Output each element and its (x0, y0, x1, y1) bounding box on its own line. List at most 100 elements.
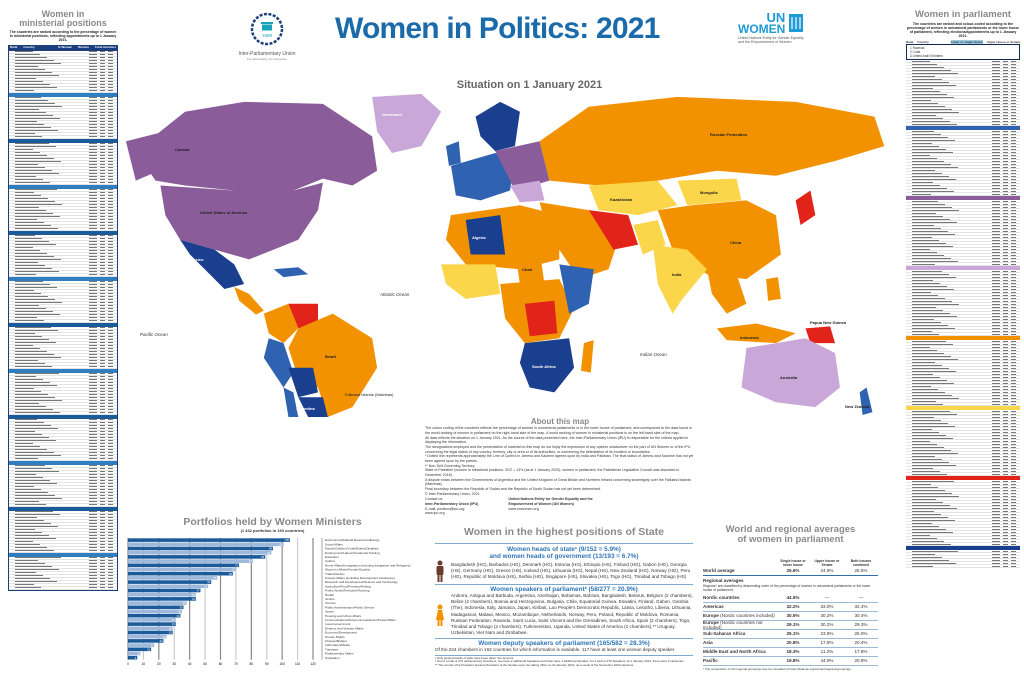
table-row (906, 443, 1020, 447)
table-row (9, 270, 117, 274)
map-label-mongolia: Mongolia (700, 190, 718, 195)
value: 20.9% (854, 658, 868, 664)
table-row (9, 436, 117, 440)
table-row (906, 209, 1020, 213)
table-divider (906, 336, 1020, 341)
row-name: World average (703, 568, 735, 574)
table-divider (906, 126, 1020, 131)
table-row (906, 154, 1020, 158)
table-row (906, 163, 1020, 167)
table-row (9, 160, 117, 164)
map-label-png: Papua New Guinea (810, 320, 847, 325)
bar (128, 651, 141, 656)
top-rows: 1 Rwanda 2 Cuba 3 United Arab Emirates (906, 44, 1020, 61)
ipu-email[interactable]: E-mail: postbox@ipu.org (425, 506, 465, 511)
bar (128, 647, 152, 652)
bar (128, 639, 164, 643)
table-row (9, 117, 117, 121)
bar-value-label: 29 (169, 631, 172, 635)
about-notes: * Dotted line represents approximately t… (425, 454, 695, 496)
table-row (9, 191, 117, 195)
table-divider (9, 460, 117, 465)
category-label: Transport (325, 647, 338, 651)
table-row (9, 175, 117, 179)
table-row (9, 580, 117, 584)
table-row (906, 78, 1020, 82)
value: 18.3% (786, 649, 800, 655)
category-label: Information/Media (325, 643, 350, 647)
table-divider (9, 92, 117, 97)
table-row (906, 251, 1020, 255)
table-row (906, 270, 1020, 274)
ministerial-header: Rank Country % Women Women Total ministers (8, 44, 118, 50)
table-row (9, 513, 117, 517)
table-row[interactable]: 3 United Arab Emirates (910, 54, 1016, 58)
table-row (906, 416, 1020, 420)
footnote: ** The woman Vice President became Presi… (435, 663, 634, 668)
country-se-asia (707, 269, 747, 314)
deputy-speakers-text: Of the 224 chambers in 163 countries for… (435, 647, 676, 653)
table-row (906, 193, 1020, 197)
table-row (906, 553, 1020, 557)
tick-label: 110 (295, 662, 300, 666)
about-paragraph: The designations employed and the presen… (425, 445, 691, 454)
table-row (9, 540, 117, 544)
parliament-table[interactable] (906, 60, 1020, 569)
ipu-website[interactable]: www.ipu.org (425, 511, 445, 516)
table-row[interactable]: 2 Cuba (910, 50, 1016, 54)
region-row: Pacific 19.8% 44.9% 20.9% (703, 657, 878, 666)
category-label: Home Affairs/Immigration (including Inte… (325, 563, 410, 567)
table-row (9, 522, 117, 526)
region-name: Americas (703, 604, 724, 610)
table-row (9, 442, 117, 446)
world-map[interactable]: Canada United States of America Mexico B… (120, 92, 905, 417)
value: 17.8% (854, 649, 868, 655)
table-row (906, 279, 1020, 283)
table-row (906, 245, 1020, 249)
ministerial-table[interactable] (8, 49, 118, 591)
value: 20.8% (786, 640, 800, 646)
table-row (906, 227, 1020, 231)
table-row (906, 215, 1020, 219)
table-row (9, 485, 117, 489)
table-row (906, 522, 1020, 526)
table-row (906, 556, 1020, 560)
table-row (9, 503, 117, 507)
bar (128, 597, 196, 601)
col-country: Country (917, 40, 929, 45)
table-row (906, 203, 1020, 207)
table-row (906, 148, 1020, 152)
table-row (906, 99, 1020, 103)
table-row (9, 335, 117, 339)
col-women: Women (78, 45, 89, 50)
category-label: Education (325, 555, 339, 559)
regional-label: Regional averages (703, 577, 744, 583)
table-row (906, 501, 1020, 505)
table-row (9, 516, 117, 520)
table-row (906, 75, 1020, 79)
chart-subtitle: (1 432 portfolios in 193 countries) (240, 528, 305, 534)
averages-section: World and regional averages of women in p… (703, 525, 878, 671)
table-row (9, 457, 117, 461)
table-row[interactable]: 1 Rwanda (910, 46, 1016, 50)
map-label-south-africa: South Africa (532, 364, 556, 369)
map-label-chad: Chad (522, 267, 532, 272)
table-row (9, 135, 117, 139)
parliament-top: 1 Rwanda 2 Cuba 3 United Arab Emirates (906, 44, 1020, 61)
table-row (906, 525, 1020, 529)
bar (128, 643, 155, 647)
table-row (9, 427, 117, 431)
table-row (906, 504, 1020, 508)
table-row (9, 424, 117, 428)
table-row (906, 105, 1020, 109)
table-row (9, 273, 117, 277)
country-kazakhstan (588, 180, 678, 216)
col-rank: Rank (906, 40, 914, 45)
table-divider (906, 406, 1020, 411)
bar-value-label: 58 (214, 576, 217, 580)
country-indonesia (716, 323, 796, 344)
unwomen-website[interactable]: www.unwomen.org (508, 506, 539, 511)
category-label: Population (325, 656, 340, 660)
region-qualifier: (Nordic countries not included) (703, 619, 763, 630)
bar-value-label: 93 (267, 551, 270, 555)
